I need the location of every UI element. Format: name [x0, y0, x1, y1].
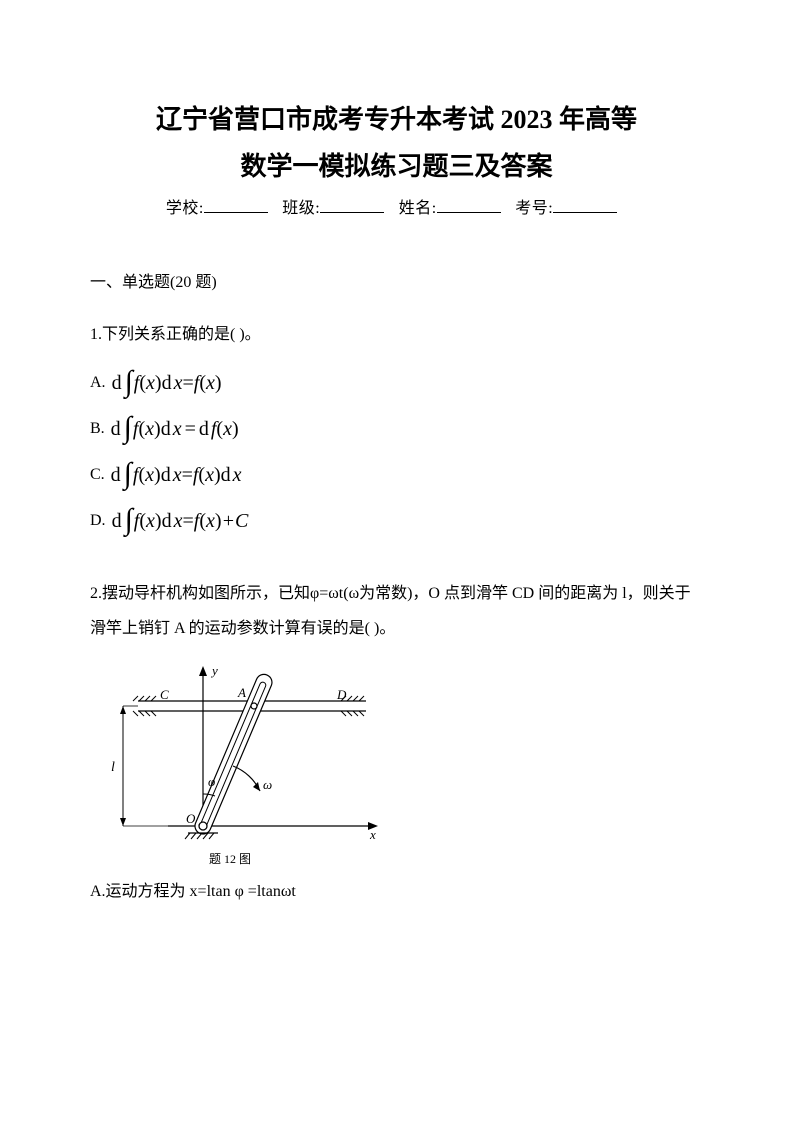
- page-title-line-1: 辽宁省营口市成考专升本考试 2023 年高等: [90, 100, 703, 139]
- math-prc: ): [154, 464, 161, 487]
- math-x2: x: [174, 372, 183, 395]
- math-prd2: ): [215, 510, 222, 533]
- q1-option-b-label: B.: [90, 420, 105, 438]
- x-axis-label: x: [369, 827, 376, 841]
- math-dx: d: [162, 372, 172, 395]
- math-d-b: d: [111, 418, 121, 441]
- q1-option-b: B. d ∫ f(x) dx = df(x): [90, 412, 703, 446]
- class-blank: [320, 199, 384, 213]
- math-pld2: (: [199, 510, 206, 533]
- class-label: 班级:: [282, 200, 320, 217]
- math-eq: =: [182, 372, 193, 395]
- math-xd3: x: [206, 510, 215, 533]
- math-int-b: ∫: [124, 411, 132, 445]
- math-paren-r: ): [155, 372, 162, 395]
- math-prb2: ): [232, 418, 239, 441]
- question-1-text: 1.下列关系正确的是( )。: [90, 317, 703, 352]
- math-prd: ): [155, 510, 162, 533]
- section-1-title: 一、单选题(20 题): [90, 268, 703, 292]
- math-xb: x: [145, 418, 154, 441]
- q1-option-a-math: d ∫ f(x) dx = f(x): [112, 366, 222, 400]
- school-label: 学校:: [166, 200, 204, 217]
- label-c: C: [160, 687, 169, 702]
- q2-option-a-text: A.运动方程为 x=ltan φ =ltanωt: [90, 883, 296, 900]
- examno-blank: [553, 199, 617, 213]
- math-xb2: x: [173, 418, 182, 441]
- math-xd: x: [146, 510, 155, 533]
- math-integral: ∫: [125, 365, 133, 399]
- page-title-line-2: 数学一模拟练习题三及答案: [90, 147, 703, 186]
- math-intd: ∫: [125, 503, 133, 537]
- label-a: A: [237, 685, 246, 700]
- label-phi: φ: [208, 774, 215, 789]
- math-xc2: x: [173, 464, 182, 487]
- math-intc: ∫: [124, 457, 132, 491]
- math-prb: ): [154, 418, 161, 441]
- math-x: x: [146, 372, 155, 395]
- q1-option-c-math: d ∫ f(x) dx = f(x) dx: [111, 458, 242, 492]
- math-pr2: ): [215, 372, 222, 395]
- math-pl2: (: [199, 372, 206, 395]
- math-eqd: =: [182, 510, 193, 533]
- school-blank: [204, 199, 268, 213]
- math-dxc2: d: [221, 464, 231, 487]
- q1-option-a-label: A.: [90, 374, 106, 392]
- student-info-line: 学校: 班级: 姓名: 考号:: [90, 194, 703, 218]
- math-pld: (: [139, 510, 146, 533]
- math-dxb: d: [161, 418, 171, 441]
- label-o: O: [186, 811, 196, 826]
- q1-option-c: C. d ∫ f(x) dx = f(x) dx: [90, 458, 703, 492]
- examno-label: 考号:: [515, 200, 553, 217]
- label-l: l: [111, 760, 115, 775]
- question-2-text: 2.摆动导杆机构如图所示，已知φ=ωt(ω为常数)，O 点到滑竿 CD 间的距离…: [90, 576, 703, 646]
- q1-option-d: D. d ∫ f(x) dx = f(x) +C: [90, 504, 703, 538]
- math-eqc: =: [182, 464, 193, 487]
- y-axis-label: y: [210, 663, 218, 678]
- name-blank: [437, 199, 501, 213]
- figure-caption: 题 12 图: [90, 850, 370, 867]
- question-2-diagram: y x C D A O: [108, 661, 703, 846]
- math-xc4: x: [233, 464, 242, 487]
- q1-option-a: A. d ∫ f(x) dx = f(x): [90, 366, 703, 400]
- question-1-options: A. d ∫ f(x) dx = f(x) B. d ∫ f(x) dx = d…: [90, 366, 703, 538]
- math-xc: x: [145, 464, 154, 487]
- math-db2: d: [199, 418, 209, 441]
- name-label: 姓名:: [399, 200, 437, 217]
- q1-option-b-math: d ∫ f(x) dx = df(x): [111, 412, 239, 446]
- math-eqb: =: [185, 418, 196, 441]
- math-xb3: x: [223, 418, 232, 441]
- mechanism-diagram: y x C D A O: [108, 661, 388, 841]
- math-paren-l: (: [139, 372, 146, 395]
- math-xc3: x: [205, 464, 214, 487]
- math-dd: d: [112, 510, 122, 533]
- q2-option-a: A.运动方程为 x=ltan φ =ltanωt: [90, 877, 703, 901]
- math-dxd: d: [162, 510, 172, 533]
- math-plusc: +C: [222, 510, 249, 533]
- math-xd2: x: [174, 510, 183, 533]
- label-d: D: [336, 687, 347, 702]
- math-prc2: ): [214, 464, 221, 487]
- math-dc: d: [111, 464, 121, 487]
- math-d: d: [112, 372, 122, 395]
- math-dxc: d: [161, 464, 171, 487]
- q1-option-d-math: d ∫ f(x) dx = f(x) +C: [112, 504, 249, 538]
- q1-option-d-label: D.: [90, 512, 106, 530]
- label-omega: ω: [263, 777, 272, 792]
- math-x3: x: [206, 372, 215, 395]
- q1-option-c-label: C.: [90, 466, 105, 484]
